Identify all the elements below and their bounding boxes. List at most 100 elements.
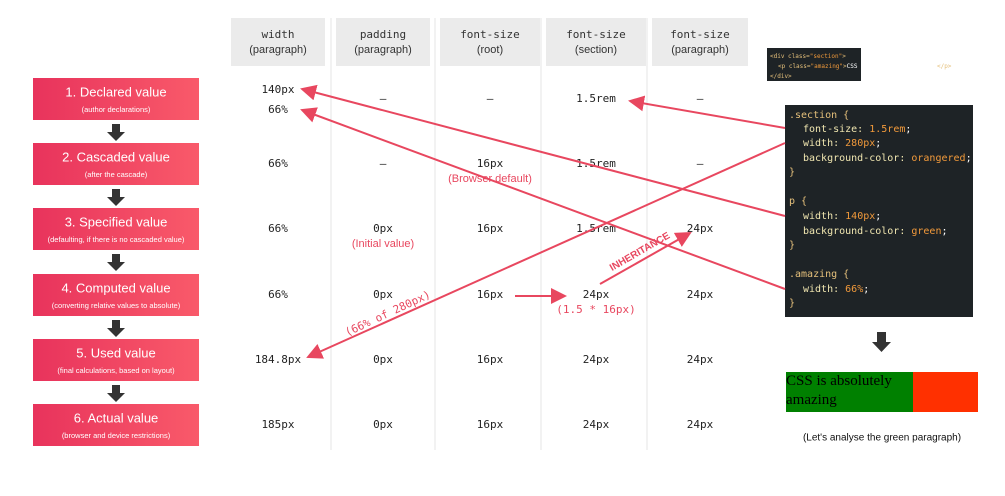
code-token: 140px [845,211,875,222]
code-token: p { [789,196,807,207]
cell-value: – [697,157,704,170]
code-token: ; [905,124,911,135]
cell-value: 24px [583,418,610,431]
stage-box [33,143,199,185]
cell-value: 66% [268,222,288,235]
column-header [440,18,540,66]
stage-box [33,274,199,316]
caption: (Let's analyse the green paragraph) [803,433,961,444]
code-line: background-color: green; [803,226,948,237]
down-arrow [107,320,125,337]
cell-value: 24px [583,353,610,366]
cell-value: 24px [687,222,714,235]
cell-value: – [487,92,494,105]
code-line: width: 140px; [803,211,881,222]
code-token: 1.5rem [869,124,905,135]
code-token: width: [803,211,845,222]
column-property: width [261,28,294,41]
cell-value: 16px [477,288,504,301]
cell-value: – [380,92,387,105]
code-token: ; [966,153,972,164]
code-token: CSS is absolutely amazing [847,63,938,70]
column-header [336,18,430,66]
stage-subtitle: (defaulting, if there is no cascaded val… [48,235,185,244]
cell-value: 66% [268,288,288,301]
code-line: <div class="section"> [770,53,846,60]
stage-box [33,404,199,446]
code-line: .amazing { [789,269,849,280]
cell-value: 24px [583,288,610,301]
stage-title: 5. Used value [76,345,156,360]
cell-value: 185px [261,418,294,431]
code-token: > [842,53,846,60]
stage-title: 6. Actual value [74,410,159,425]
stage-title: 4. Computed value [61,280,170,295]
stage-subtitle: (browser and device restrictions) [62,431,171,440]
code-token: background-color: [803,226,911,237]
stage-subtitle: (after the cascade) [85,170,148,179]
code-token: "section" [810,53,843,60]
column-property: padding [360,28,406,41]
cell-value: 0px [373,353,393,366]
code-line: } [789,240,795,251]
code-token: <div class= [770,53,810,60]
cell-value: 24px [687,288,714,301]
arrow [300,107,786,290]
result-frame: CSS is absolutely amazing [786,373,892,408]
column-scope: (section) [575,44,617,56]
cell-value: 16px [477,222,504,235]
note: (Initial value) [352,238,414,250]
down-arrow [107,189,125,206]
stage-box [33,339,199,381]
code-token: <p class= [778,63,811,70]
code-token: 280px [845,138,875,149]
code-token: > [843,63,847,70]
column-scope: (paragraph) [671,44,728,56]
stage-title: 2. Cascaded value [62,149,170,164]
cell-value: – [697,92,704,105]
code-token: orangered [911,153,965,164]
code-token: width: [803,138,845,149]
html-box [767,48,861,81]
down-arrow [107,385,125,402]
stage-title: 3. Specified value [65,214,168,229]
cell-value: 16px [477,157,504,170]
result-red [913,372,978,412]
cell-value: 0px [373,222,393,235]
code-token: font-size: [803,124,869,135]
code-token: } [789,240,795,251]
code-line: } [789,167,795,178]
result-green [786,372,913,412]
code-token: } [789,298,795,309]
cell-value: 16px [477,418,504,431]
stage-box [33,208,199,250]
cell-value: 24px [687,353,714,366]
down-arrow [107,254,125,271]
column-header [231,18,325,66]
note: (1.5 * 16px) [556,303,635,316]
code-token: ; [875,138,881,149]
code-token: "amazing" [811,63,844,70]
column-header [546,18,646,66]
cell-value: 140px [261,83,294,96]
arrows [300,84,786,359]
column-header [652,18,748,66]
cell-value: 1.5rem [576,92,616,105]
code-token: background-color: [803,153,911,164]
column-scope: (root) [477,44,503,56]
arrow [628,95,786,129]
stage-title: 1. Declared value [65,84,166,99]
code-token: } [789,167,795,178]
arrow [306,142,786,359]
code-line: </div> [770,73,792,80]
code-line: width: 280px; [803,138,881,149]
note: INHERITANCE [608,230,672,273]
code-token: ; [875,211,881,222]
column-property: font-size [670,28,730,41]
stage-box [33,78,199,120]
stage-subtitle: (converting relative values to absolute) [52,301,181,310]
code-token: ; [941,226,947,237]
cell-value: 24px [687,418,714,431]
stage-subtitle: (final calculations, based on layout) [57,366,175,375]
